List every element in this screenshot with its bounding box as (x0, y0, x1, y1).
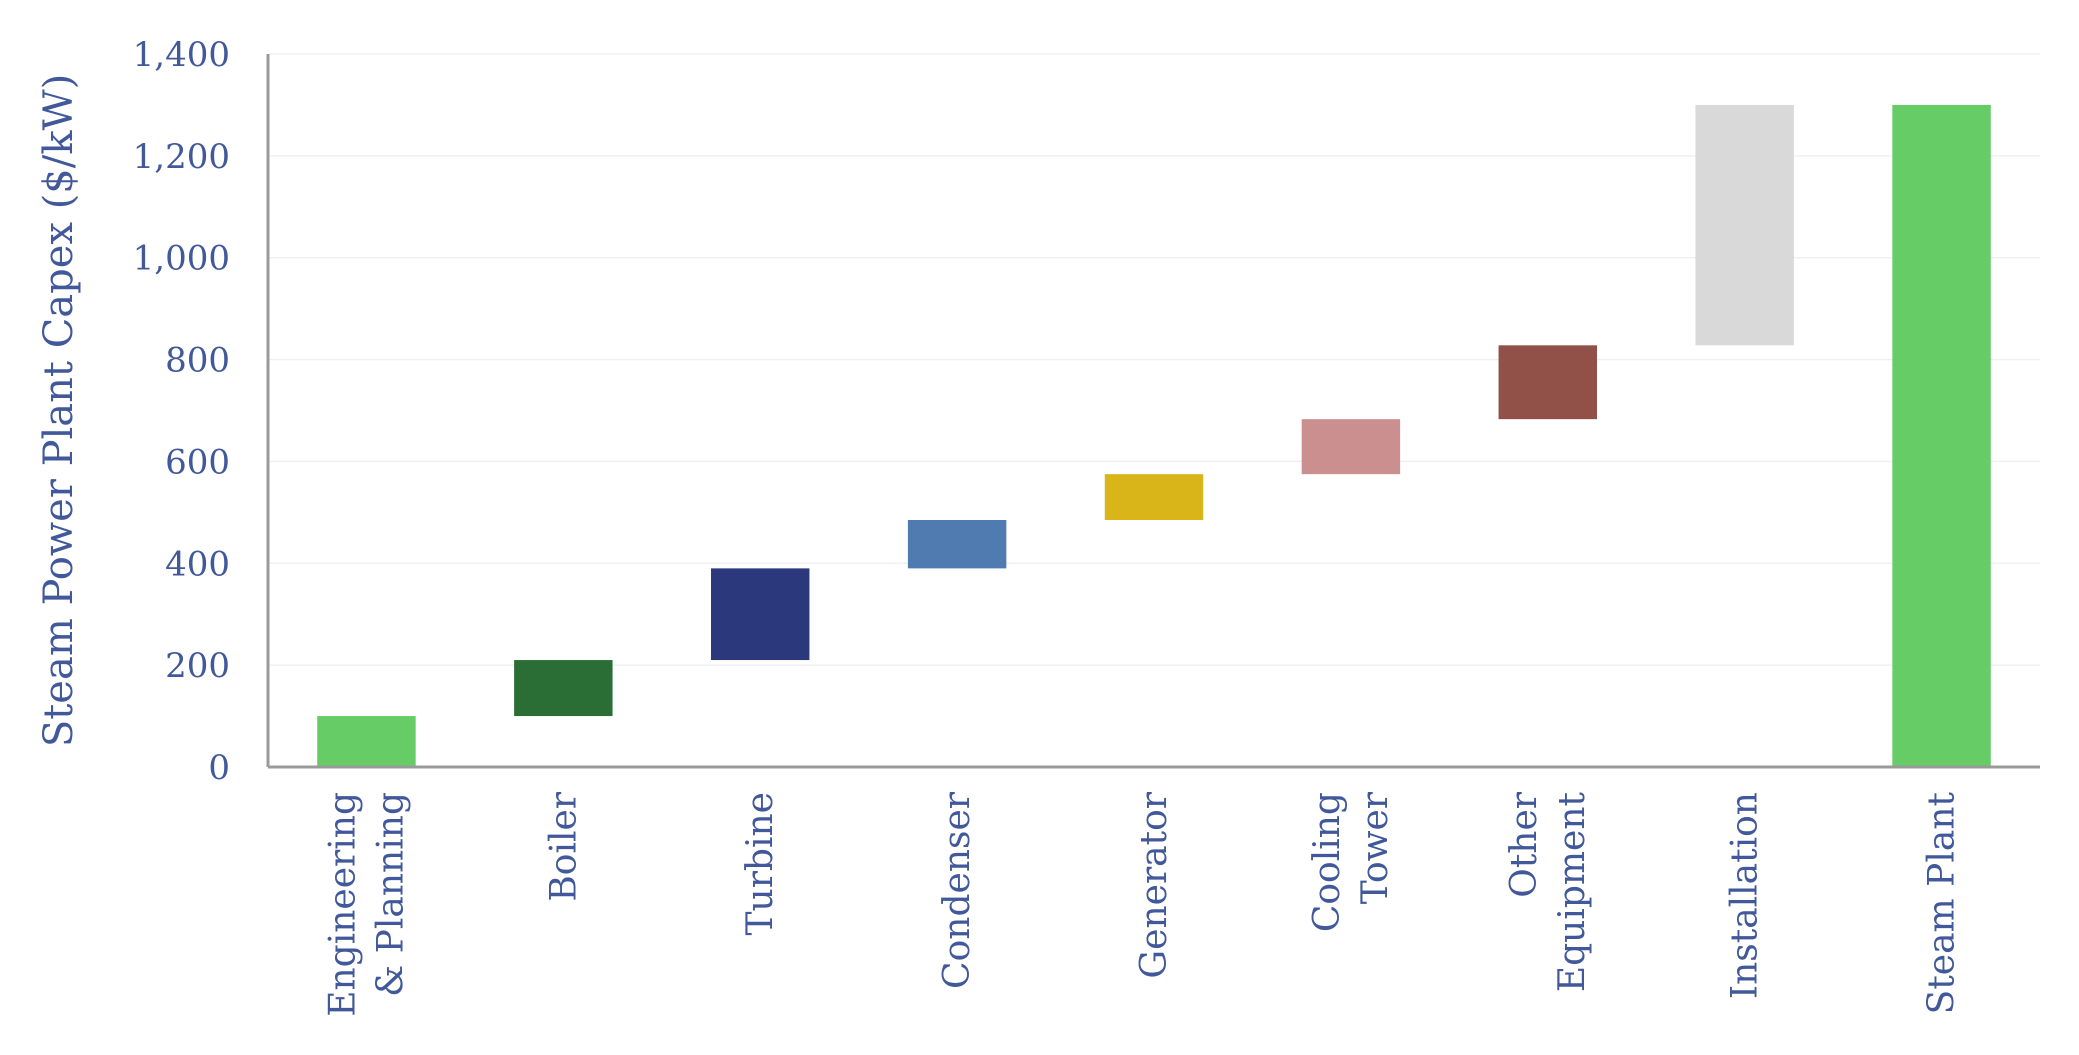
bar (1498, 345, 1597, 420)
x-tick-label: Generator (1134, 791, 1175, 978)
y-tick-label: 200 (165, 646, 230, 686)
y-tick-label: 0 (208, 748, 230, 788)
bar (1892, 104, 1991, 767)
gridlines (268, 53, 2040, 666)
y-tick-label: 1,200 (133, 137, 230, 177)
x-tick-label-line: Equipment (1552, 791, 1593, 992)
bar (907, 519, 1007, 569)
x-axis-ticks: Engineering & Planning Boiler Turbine Conden… (322, 791, 1962, 1017)
x-tick-label: Installation (1725, 792, 1766, 999)
y-tick-label: 1,400 (133, 35, 230, 75)
x-tick-label: Other Equipment (1504, 791, 1593, 992)
x-tick-label-line: Installation (1725, 792, 1766, 999)
y-tick-label: 1,000 (133, 239, 230, 279)
x-tick-label: Cooling Tower (1307, 791, 1396, 932)
x-tick-label-line: & Planning (370, 792, 411, 997)
y-tick-label: 800 (165, 341, 230, 381)
bar (1104, 474, 1204, 520)
x-tick-label: Engineering & Planning (322, 792, 411, 1017)
x-tick-label: Condenser (937, 791, 978, 989)
x-tick-label-line: Other (1504, 791, 1545, 897)
y-axis-ticks: 0 200 400 600 800 1,000 1,200 1,400 (133, 35, 230, 788)
x-tick-label-line: Steam Plant (1922, 791, 1963, 1014)
y-axis-label: Steam Power Plant Capex ($/kW) (36, 74, 82, 747)
x-tick-label: Turbine (740, 792, 781, 935)
bar (711, 568, 810, 661)
x-tick-label-line: Tower (1355, 791, 1396, 904)
x-tick-label-line: Boiler (543, 791, 584, 901)
bar (1301, 419, 1401, 475)
y-tick-label: 600 (165, 442, 230, 482)
bars (317, 104, 1991, 767)
x-tick-label-line: Cooling (1307, 792, 1348, 932)
x-tick-label: Steam Plant (1922, 791, 1963, 1014)
x-tick-label-line: Turbine (740, 792, 781, 935)
bar (317, 716, 416, 767)
bar (1695, 104, 1794, 346)
x-tick-label-line: Condenser (937, 791, 978, 989)
bar (514, 660, 613, 717)
x-tick-label-line: Engineering (322, 792, 363, 1017)
x-tick-label-line: Generator (1134, 791, 1175, 978)
x-tick-label: Boiler (543, 791, 584, 901)
y-tick-label: 400 (165, 544, 230, 584)
